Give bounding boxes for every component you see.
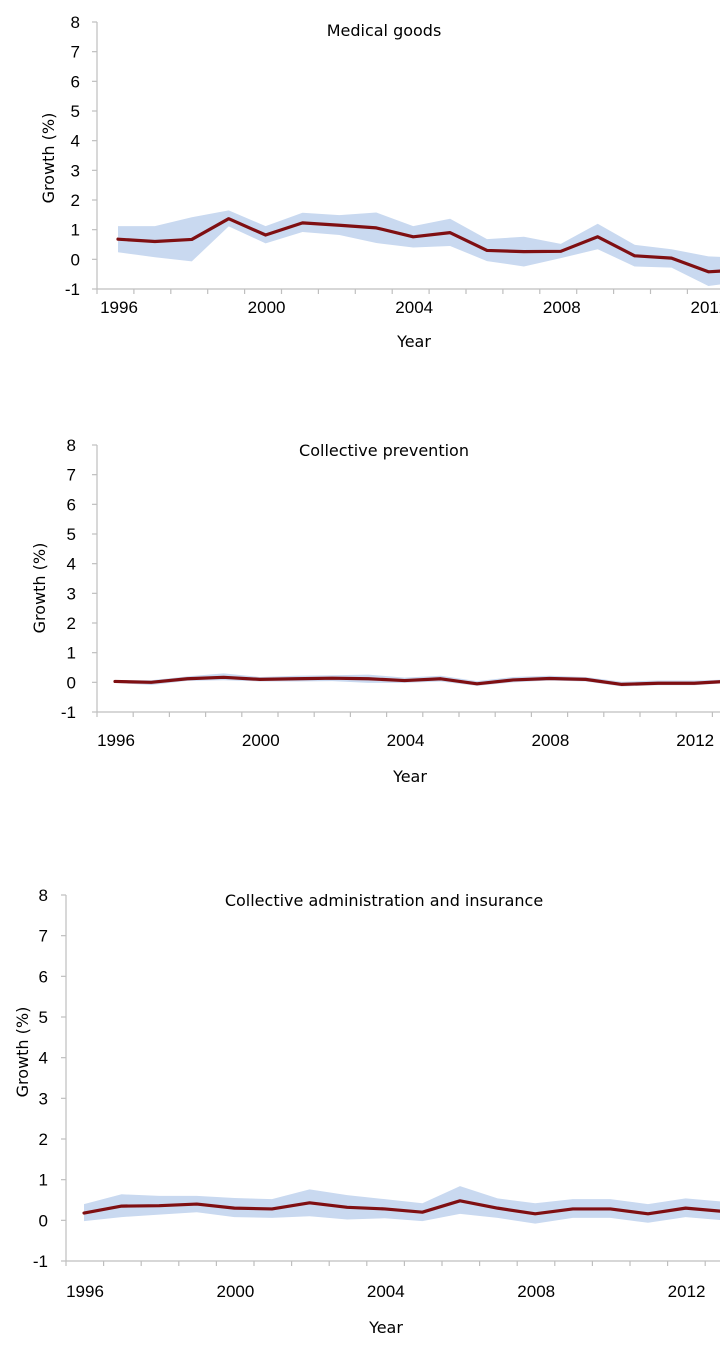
series-line: [82, 1199, 720, 1216]
y-tick-label: 6: [67, 495, 76, 514]
x-tick-labels: 1996 2000 2004 2008 2012: [97, 731, 714, 750]
series-line: [116, 217, 720, 274]
y-tick-label: 5: [71, 102, 80, 121]
x-tick-label: 2004: [367, 1282, 405, 1301]
y-tick-label: -1: [65, 280, 80, 299]
axes-layer: [61, 894, 720, 1266]
y-tick-label: 8: [39, 886, 48, 905]
x-axis-title: Year: [396, 332, 431, 351]
y-tick-label: 8: [71, 13, 80, 32]
x-tick-label: 2012: [676, 731, 714, 750]
chart-title: Collective administration and insurance: [225, 891, 543, 910]
y-tick-label: 3: [39, 1089, 48, 1108]
x-tick-label: 2004: [387, 731, 425, 750]
x-tick-label: 2008: [517, 1282, 555, 1301]
chart-collective-administration-insurance: Collective administration and insurance …: [13, 886, 720, 1337]
confidence-band: [84, 1186, 720, 1224]
y-tick-label: 4: [39, 1049, 48, 1068]
series-line-layer: [116, 217, 720, 274]
y-tick-label: 0: [71, 250, 80, 269]
y-tick-label: 3: [71, 161, 80, 180]
y-tick-label: 2: [39, 1130, 48, 1149]
y-tick-labels: -1 0 1 2 3 4 5 6 7 8: [61, 436, 76, 722]
y-tick-label: 1: [71, 221, 80, 240]
chart-medical-goods: Medical goods Growth (%) Year -1 0 1 2 3 4 5 6 7…: [39, 13, 720, 351]
x-axis-title: Year: [368, 1318, 403, 1337]
y-tick-label: 0: [39, 1211, 48, 1230]
x-tick-label: 2008: [543, 298, 581, 317]
y-tick-label: 6: [39, 967, 48, 986]
x-tick-label: 2004: [395, 298, 433, 317]
y-tick-labels: -1 0 1 2 3 4 5 6 7 8: [65, 13, 80, 299]
series-line: [113, 675, 720, 687]
y-tick-label: 1: [39, 1171, 48, 1190]
x-tick-label: 2000: [242, 731, 280, 750]
chart-collective-prevention: Collective prevention Growth (%) Year -1…: [30, 436, 720, 786]
axes-layer: [92, 444, 720, 717]
confidence-band-layer: [84, 1186, 720, 1224]
chart-title: Collective prevention: [299, 441, 469, 460]
axes-layer: [92, 21, 720, 294]
confidence-band: [118, 210, 720, 287]
y-tick-labels: -1 0 1 2 3 4 5 6 7 8: [33, 886, 48, 1271]
series-line-layer: [82, 1199, 720, 1216]
series-line-layer: [113, 675, 720, 687]
x-tick-label: 2012: [690, 298, 720, 317]
x-tick-label: 2000: [248, 298, 286, 317]
y-tick-label: 0: [67, 673, 76, 692]
y-tick-label: 4: [67, 555, 76, 574]
x-tick-label: 1996: [66, 1282, 104, 1301]
y-tick-label: 6: [71, 72, 80, 91]
confidence-band-layer: [118, 210, 720, 287]
x-tick-label: 2012: [668, 1282, 706, 1301]
x-axis-title: Year: [392, 767, 427, 786]
y-tick-label: 7: [67, 466, 76, 485]
y-axis-title: Growth (%): [30, 543, 49, 634]
x-tick-label: 1996: [100, 298, 138, 317]
y-tick-label: 5: [67, 525, 76, 544]
y-tick-label: -1: [61, 703, 76, 722]
x-tick-label: 2000: [216, 1282, 254, 1301]
y-tick-label: 1: [67, 644, 76, 663]
y-tick-label: 5: [39, 1008, 48, 1027]
y-tick-label: 7: [71, 43, 80, 62]
y-tick-label: 7: [39, 927, 48, 946]
y-tick-label: -1: [33, 1252, 48, 1271]
y-axis-title: Growth (%): [39, 113, 58, 204]
y-tick-label: 2: [71, 191, 80, 210]
y-tick-label: 8: [67, 436, 76, 455]
x-tick-labels: 1996 2000 2004 2008 2012: [100, 298, 720, 317]
y-axis-title: Growth (%): [13, 1007, 32, 1098]
y-tick-label: 4: [71, 132, 80, 151]
x-tick-labels: 1996 2000 2004 2008 2012: [66, 1282, 705, 1301]
x-tick-label: 1996: [97, 731, 135, 750]
x-tick-label: 2008: [531, 731, 569, 750]
y-tick-label: 3: [67, 584, 76, 603]
chart-title: Medical goods: [327, 21, 442, 40]
y-tick-label: 2: [67, 614, 76, 633]
